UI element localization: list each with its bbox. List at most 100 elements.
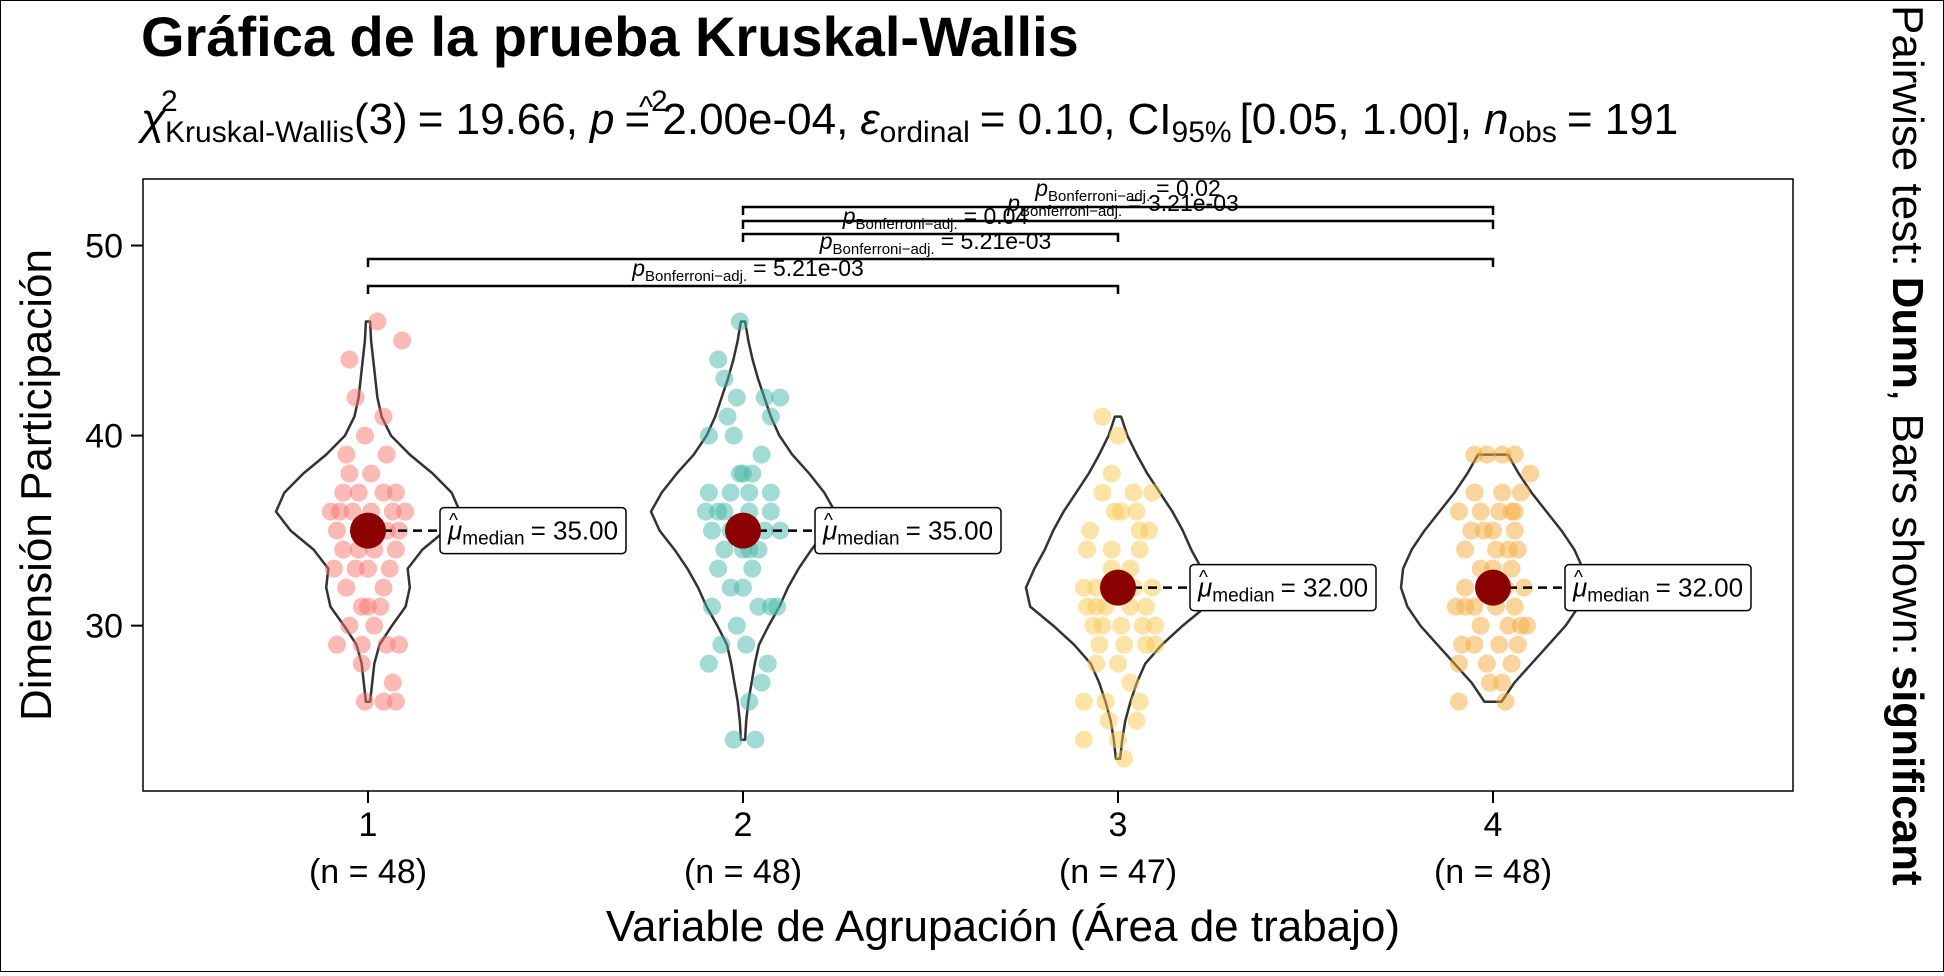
median-label-box [1189,563,1377,612]
data-point [1505,445,1524,464]
data-point [721,578,740,597]
stat-sup: 2 [161,85,178,118]
data-point [1074,578,1093,597]
violin-group-1 [274,320,462,703]
data-point [1074,692,1093,711]
data-point [1477,445,1496,464]
data-point [737,635,756,654]
data-point [1127,711,1146,730]
data-point [1521,464,1540,483]
data-point [1477,654,1496,673]
data-point [734,578,752,597]
data-point [1502,654,1521,673]
data-point [1087,654,1106,673]
data-point [1511,483,1530,502]
data-point [758,654,777,673]
median-label-box [814,506,1002,555]
data-point [1146,635,1165,654]
data-point [1453,635,1471,654]
x-count-label: (n = 48) [1434,853,1552,891]
data-point [1490,502,1509,521]
data-point [1143,483,1162,502]
data-point [383,502,402,521]
comparison-bracket [366,257,1495,267]
p-symbol: p [588,95,614,144]
data-point [1462,521,1481,540]
stat-symbol: χ [137,95,166,144]
comparison-p-sub: Bonferroni−adj. [833,241,935,258]
x-tick-label: 2 [734,806,753,844]
data-point [359,559,377,578]
data-point [709,559,728,578]
p-value: = 2.00e-04, [624,95,848,144]
comparison-p-symbol: p [631,255,645,281]
comparison-p-sub: Bonferroni−adj. [645,268,747,285]
data-point [374,407,393,426]
data-point [337,445,356,464]
median-hat: ^ [1199,568,1208,589]
data-point [1093,483,1112,502]
data-point [1109,426,1127,445]
data-point [1078,540,1096,559]
data-point [740,692,759,711]
chart-subtitle: χKruskal-Wallis(3) = 19.66, p = 2.00e-04, εo… [137,85,1678,149]
data-point [340,464,359,483]
data-point [352,597,371,616]
data-point [352,635,371,654]
data-point [371,597,390,616]
data-point [761,502,780,521]
median-marker [1475,569,1511,606]
median-value: = 35.00 [906,516,993,546]
median-sub: median [462,529,524,550]
data-point [749,597,768,616]
data-point [349,483,368,502]
data-point [696,502,715,521]
median-hat: ^ [449,511,458,532]
median-label: μmedian = 35.00 [822,516,993,550]
data-point [386,692,405,711]
data-point [1093,407,1112,426]
data-point [390,635,408,654]
stat-sub: Kruskal-Wallis [165,116,354,149]
median-value: = 32.00 [1656,573,1743,603]
data-point [1121,673,1140,692]
data-point [1133,616,1152,635]
x-tick-label: 1 [359,806,378,844]
effect-hat: ^ [639,91,653,124]
data-point [1465,635,1484,654]
data-point [768,597,787,616]
data-point [355,426,374,445]
data-point [1465,483,1484,502]
data-point [727,616,746,635]
data-point [377,445,396,464]
data-point [1499,540,1518,559]
data-point [334,540,353,559]
effect-sup: 2 [651,85,668,118]
data-point [1493,483,1512,502]
caption-prefix: Pairwise test: [1883,5,1932,267]
data-point [712,635,731,654]
data-point [752,445,771,464]
data-point [755,388,774,407]
data-point [1511,616,1530,635]
median-label: μmedian = 32.00 [1572,573,1743,607]
data-point [352,654,371,673]
comparison-p-sub: Bonferroni−adj. [1048,188,1150,205]
plot-panel [142,178,1794,792]
chart-caption: Pairwise test: Dunn, Bars shown: significa… [1883,5,1932,886]
comparison-p-sub: Bonferroni−adj. [856,216,958,233]
caption-middle: , Bars shown: [1883,389,1932,656]
data-point [771,388,790,407]
caption-bars: significant [1883,666,1932,886]
x-count-label: (n = 48) [684,853,802,891]
data-point [699,426,718,445]
data-point [377,635,396,654]
median-symbol: μ [822,516,837,546]
median-hat: ^ [824,511,833,532]
data-points [321,312,1540,768]
data-point [1502,559,1521,578]
ci-symbol: CI [1128,95,1172,144]
data-point [724,426,743,445]
data-point [699,483,718,502]
data-point [1456,578,1475,597]
